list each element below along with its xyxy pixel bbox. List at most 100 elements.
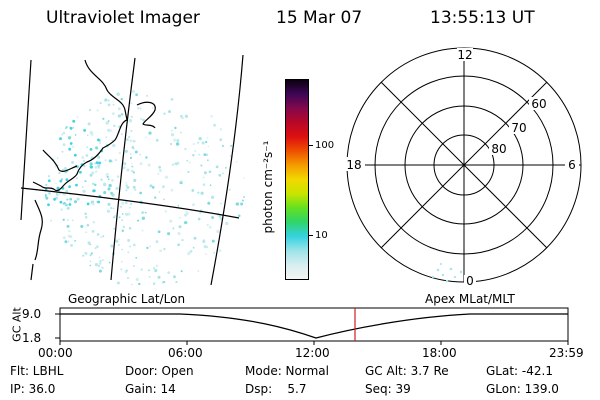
- uv-point: [170, 143, 172, 145]
- uv-point: [124, 201, 128, 204]
- uv-point: [139, 153, 142, 156]
- uv-point: [130, 129, 133, 132]
- uv-point: [197, 270, 200, 272]
- mlt-label-18: 18: [346, 158, 361, 172]
- uv-point: [126, 276, 130, 280]
- uv-point: [211, 239, 215, 243]
- uv-point: [117, 243, 120, 247]
- uv-point: [87, 122, 91, 126]
- uv-point: [74, 134, 77, 136]
- uv-point: [135, 277, 139, 282]
- uv-point: [159, 249, 162, 253]
- y-tick-1-8: 1.8: [22, 331, 42, 345]
- uv-point: [181, 116, 185, 120]
- uv-point: [219, 138, 223, 142]
- uv-point: [211, 216, 215, 219]
- geographic-latlon-label: Geographic Lat/Lon: [68, 292, 186, 306]
- uv-point: [219, 128, 222, 131]
- uv-point: [66, 224, 70, 228]
- uv-bright-point: [97, 138, 100, 142]
- uv-point: [180, 270, 183, 273]
- uv-point: [115, 186, 119, 191]
- polar-emission-patch: [431, 263, 463, 283]
- uv-point: [131, 162, 133, 165]
- uv-point: [100, 178, 103, 181]
- colorbar-tick-100: [308, 145, 313, 146]
- uv-point: [69, 197, 73, 201]
- geographic-longitude: GLon: 139.0: [486, 382, 559, 396]
- uv-point: [94, 166, 98, 169]
- colorbar-gradient: [286, 80, 308, 279]
- uv-point: [157, 172, 160, 175]
- uv-point: [225, 221, 229, 226]
- lat-label-70: 70: [511, 121, 526, 135]
- uv-point: [90, 252, 93, 255]
- uv-point: [76, 197, 80, 201]
- uv-point: [67, 219, 69, 221]
- uv-point: [82, 164, 86, 168]
- uv-point: [158, 165, 161, 169]
- uv-point: [130, 169, 134, 173]
- uv-point: [202, 183, 206, 187]
- uv-point: [193, 236, 197, 240]
- uv-point: [92, 182, 95, 185]
- uv-point: [94, 183, 97, 187]
- uv-point: [128, 119, 133, 123]
- apex-mlat-mlt-label: Apex MLat/MLT: [425, 292, 515, 306]
- sequence-value: Seq: 39: [365, 382, 411, 396]
- colorbar-unit-label: photon cm⁻²s⁻¹: [261, 140, 275, 234]
- uv-point: [154, 196, 157, 199]
- uv-point: [58, 193, 61, 196]
- uv-point: [148, 269, 150, 272]
- uv-point: [206, 137, 209, 139]
- door-status: Door: Open: [125, 364, 194, 378]
- uv-point: [101, 258, 104, 262]
- uv-point: [126, 168, 130, 172]
- uv-bright-point: [92, 189, 96, 193]
- uv-point: [113, 216, 115, 219]
- uv-point: [124, 149, 128, 153]
- coastlines: [30, 59, 156, 281]
- uv-point: [218, 173, 222, 177]
- uv-point: [210, 195, 215, 199]
- uv-point: [120, 268, 123, 271]
- uv-point: [215, 165, 219, 169]
- uv-point: [167, 271, 171, 274]
- uv-point: [169, 219, 173, 223]
- uv-point: [114, 158, 118, 162]
- uv-point: [72, 145, 75, 148]
- uv-point: [55, 182, 57, 185]
- uv-point: [230, 144, 233, 147]
- uv-point: [198, 153, 201, 156]
- uv-point: [148, 275, 151, 278]
- uv-point: [66, 198, 69, 201]
- uv-point: [203, 245, 207, 249]
- uv-point: [170, 133, 175, 137]
- uv-point: [205, 153, 209, 156]
- uv-point: [197, 217, 201, 221]
- uv-point: [107, 120, 110, 123]
- uv-point: [192, 143, 195, 146]
- uv-point: [163, 247, 166, 251]
- uv-point: [210, 115, 213, 118]
- uv-point: [157, 230, 161, 234]
- uv-point: [97, 264, 101, 268]
- uv-point: [213, 123, 217, 127]
- uv-point: [120, 260, 123, 263]
- altitude-timeline: [55, 307, 569, 345]
- uv-point: [152, 267, 156, 270]
- uv-point: [116, 92, 120, 96]
- uv-point: [178, 225, 182, 229]
- uv-point: [122, 166, 126, 170]
- uv-point: [200, 191, 204, 195]
- uv-point: [122, 225, 125, 228]
- uv-point: [192, 246, 195, 249]
- uv-point: [134, 188, 137, 191]
- uv-bright-point: [89, 148, 93, 151]
- uv-point: [66, 204, 68, 207]
- uv-point: [130, 115, 134, 119]
- uv-bright-point: [90, 165, 93, 169]
- uv-point: [149, 184, 153, 188]
- uv-point: [145, 156, 148, 159]
- uv-point: [176, 139, 180, 142]
